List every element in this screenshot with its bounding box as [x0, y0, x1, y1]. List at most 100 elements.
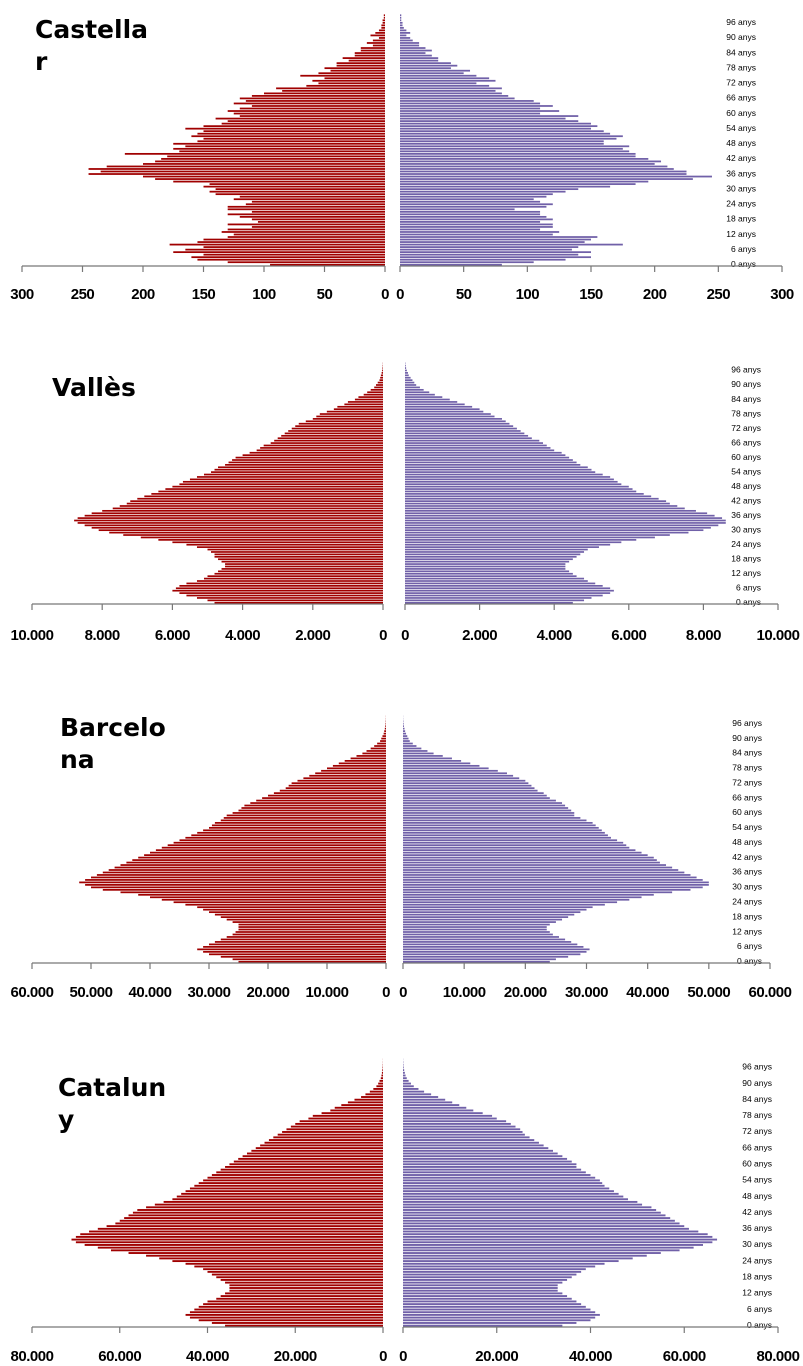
bar [400, 44, 420, 47]
bar [197, 140, 385, 143]
bar [403, 903, 605, 906]
age-label: 6 anys [737, 941, 762, 951]
bar [405, 514, 715, 517]
bar [403, 836, 611, 839]
bar [227, 236, 385, 238]
bar [403, 851, 642, 854]
bar [264, 92, 385, 95]
bar [246, 1152, 383, 1155]
bar [403, 1176, 596, 1179]
bar [405, 589, 614, 592]
bar [209, 953, 386, 956]
x-tick-label: 250 [707, 286, 731, 303]
bar [405, 560, 570, 563]
bar [334, 1106, 383, 1109]
x-tick-label: 4.000 [225, 627, 260, 644]
bar [232, 812, 386, 814]
bar [96, 874, 387, 876]
bar [400, 236, 598, 238]
bar [403, 960, 550, 963]
bar [347, 1101, 383, 1104]
bar [400, 26, 404, 29]
bar [403, 1246, 694, 1249]
bar [189, 1316, 383, 1319]
bar [403, 1209, 657, 1211]
bar [403, 762, 471, 765]
bar [400, 24, 403, 27]
bar [299, 1120, 383, 1123]
bar [400, 215, 547, 218]
bar [377, 381, 383, 384]
bar [403, 1273, 577, 1276]
bar [403, 1098, 446, 1101]
bar [220, 938, 386, 941]
bar [403, 747, 422, 750]
age-label: 24 anys [731, 539, 761, 549]
bar [403, 722, 404, 725]
bar [203, 908, 386, 911]
bar [379, 379, 383, 381]
bar [244, 804, 386, 807]
bar [405, 488, 633, 490]
bar [218, 570, 383, 573]
bar [196, 580, 383, 582]
x-tick-label: 0 [379, 1348, 387, 1365]
bar [400, 117, 566, 120]
bar [400, 170, 687, 173]
bar [400, 198, 534, 201]
bar [400, 135, 623, 138]
bar [400, 105, 553, 107]
bar [360, 49, 385, 52]
bar [400, 130, 604, 133]
bar [400, 178, 693, 180]
bar [403, 879, 703, 881]
bar [403, 1128, 521, 1131]
x-tick-label: 6.000 [611, 627, 646, 644]
bar [308, 1117, 383, 1120]
bar [203, 238, 385, 241]
x-tick-label: 0 [379, 627, 387, 644]
bar [172, 589, 383, 592]
bar [403, 769, 498, 772]
x-tick-label: 20.000 [247, 984, 290, 1001]
bar [305, 420, 383, 423]
x-tick-label: 60.000 [749, 984, 792, 1001]
age-label: 18 anys [742, 1271, 772, 1281]
bar [238, 928, 386, 931]
bar [400, 82, 477, 85]
x-tick-label: 40.000 [569, 1348, 612, 1365]
bar [403, 854, 648, 856]
bar [400, 21, 403, 24]
bar [403, 1305, 586, 1308]
bar [321, 769, 386, 772]
bar [403, 1260, 619, 1263]
age-label: 78 anys [742, 1110, 772, 1120]
bar [251, 226, 385, 228]
bar [405, 480, 618, 483]
bar [403, 777, 520, 780]
bar [221, 122, 385, 125]
age-label: 24 anys [732, 896, 762, 906]
bar [405, 519, 726, 522]
age-label: 78 anys [732, 763, 762, 773]
x-tick-label: 4.000 [537, 627, 572, 644]
bar [403, 869, 679, 871]
bar [403, 1144, 544, 1147]
bar [403, 757, 452, 760]
bar [214, 941, 386, 943]
bar [403, 913, 575, 916]
bar [405, 413, 491, 415]
age-label: 54 anys [742, 1175, 772, 1185]
bar [403, 874, 691, 876]
bar [400, 42, 420, 44]
age-label: 78 anys [726, 62, 756, 72]
bar [362, 752, 386, 755]
bar [100, 170, 386, 173]
bar [403, 831, 605, 834]
bar [403, 1160, 572, 1163]
bar [405, 541, 622, 544]
bar [403, 918, 563, 921]
bar [400, 180, 649, 183]
bar [403, 928, 547, 931]
bar [214, 555, 383, 558]
